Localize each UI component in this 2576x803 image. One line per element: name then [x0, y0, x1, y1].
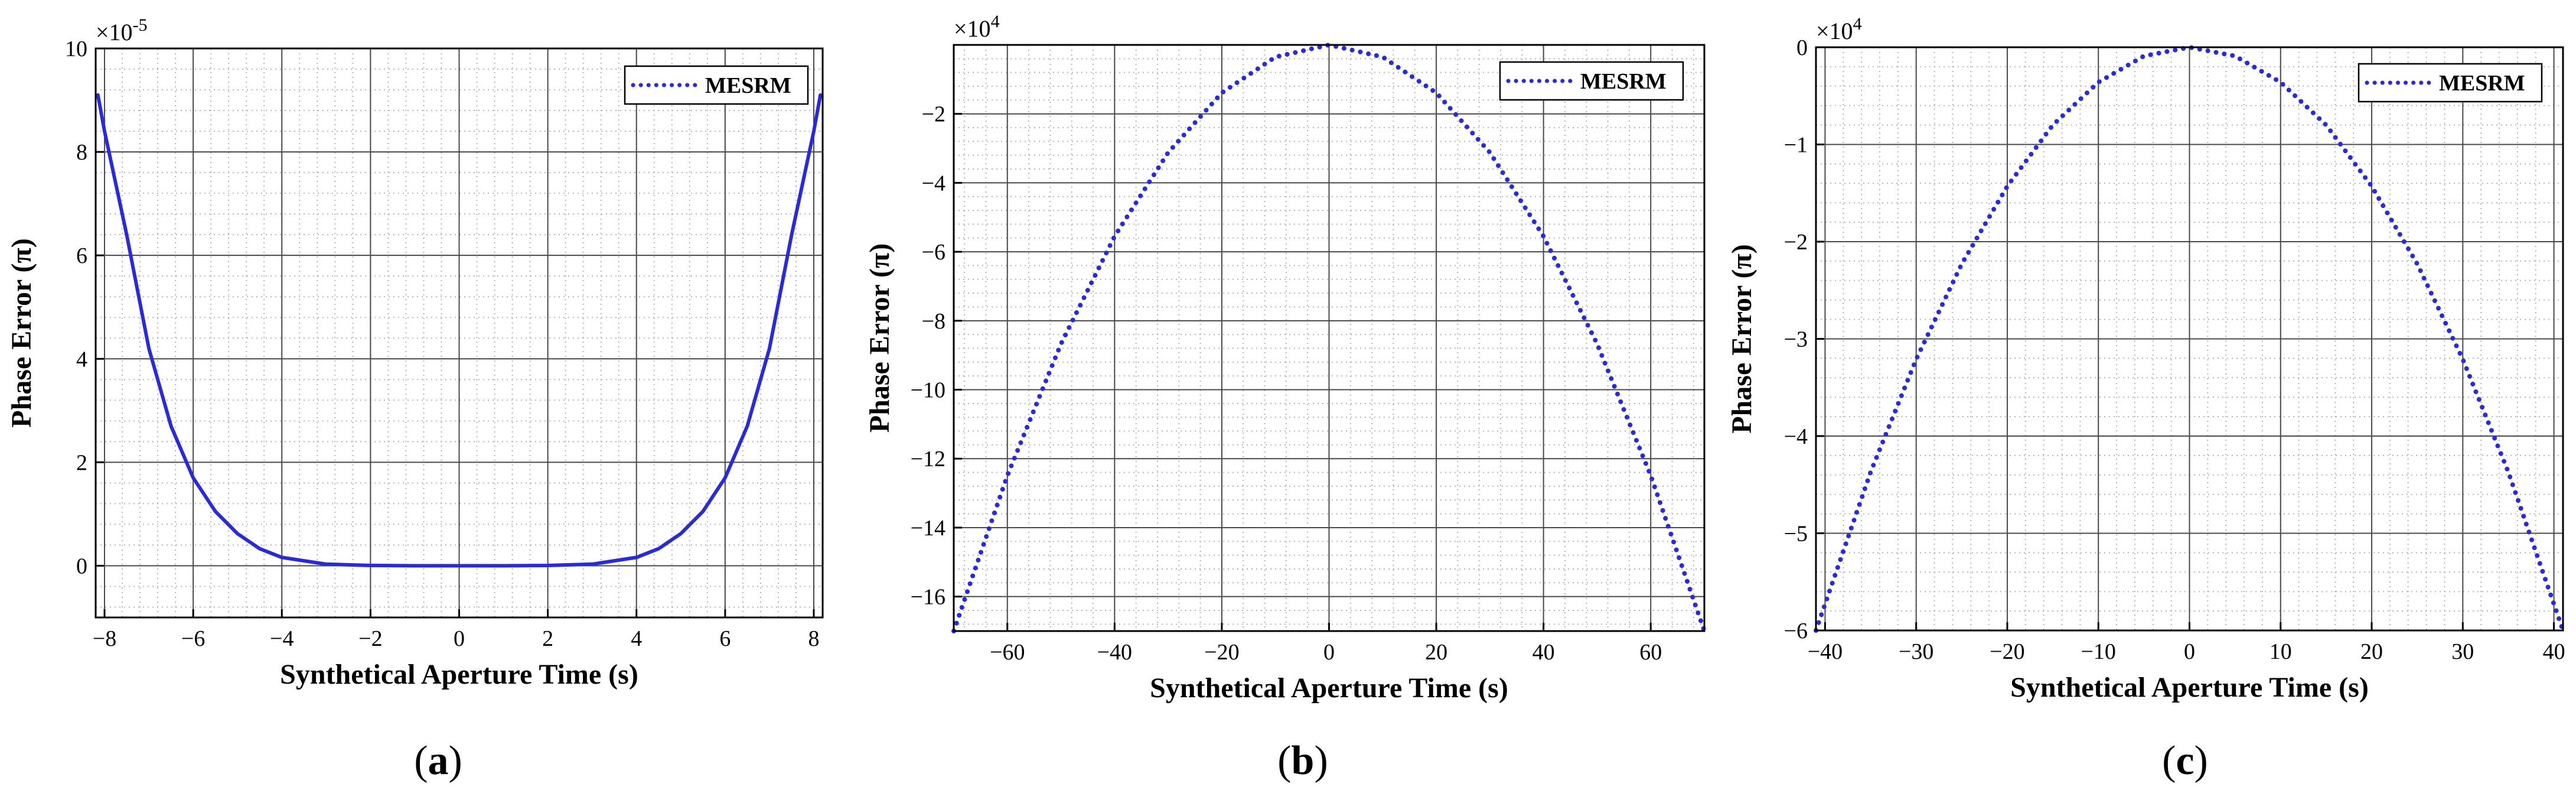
x-tick-label: 2	[542, 626, 553, 651]
x-tick-label: 4	[631, 626, 642, 651]
y-tick-label: −1	[1784, 133, 1808, 158]
grid	[96, 48, 823, 617]
y-tick-label: −8	[922, 309, 945, 334]
x-tick-label: −6	[181, 626, 205, 651]
x-tick-label: 0	[2184, 639, 2195, 664]
x-tick-label: −40	[1097, 640, 1132, 665]
x-tick-label: 8	[808, 626, 819, 651]
y-multiplier: ×10-5	[96, 15, 148, 45]
y-tick-label: −16	[911, 585, 945, 610]
y-axis-label: Phase Error (π)	[864, 243, 895, 433]
y-multiplier: ×104	[1816, 14, 1862, 44]
y-tick-label: −6	[922, 240, 945, 265]
y-tick-label: 8	[76, 140, 87, 165]
panel-caption: (b)	[1277, 738, 1328, 784]
y-multiplier: ×104	[954, 12, 1000, 42]
y-tick-label: 6	[76, 243, 87, 268]
panel-caption: (c)	[2162, 738, 2208, 784]
x-tick-label: −8	[93, 626, 116, 651]
x-axis-label: Synthetical Aperture Time (s)	[2010, 672, 2369, 703]
x-tick-label: −4	[270, 626, 294, 651]
legend-label: MESRM	[2439, 71, 2525, 96]
y-tick-label: −6	[1784, 619, 1808, 643]
legend-label: MESRM	[1580, 69, 1667, 94]
x-tick-label: 20	[1425, 640, 1447, 665]
series-line-mesrm	[96, 93, 823, 568]
x-tick-label: 0	[1323, 640, 1335, 665]
x-tick-label: 40	[1532, 640, 1555, 665]
x-tick-label: −20	[1990, 639, 2024, 664]
x-tick-label: −40	[1808, 639, 1843, 664]
chart-c: −40 −30 −20 −10 0 10 20 30 40−6−5−4−3−2−10×104Sy…	[1726, 14, 2565, 784]
x-tick-label: 40	[2543, 639, 2565, 664]
chart-b: −60 −40 −20 0 20 40 60 −16 −14 −12 −10 −8 −6 −4 −2 ×104…	[864, 12, 1707, 784]
x-axis-label: Synthetical Aperture Time (s)	[280, 659, 638, 690]
x-tick-label: 0	[454, 626, 465, 651]
y-tick-label: −12	[911, 447, 945, 472]
legend: MESRM	[2357, 63, 2543, 103]
y-tick-label: 0	[1796, 35, 1808, 60]
x-tick-label: −30	[1899, 639, 1933, 664]
y-tick-label: −14	[911, 516, 945, 541]
x-tick-label: 10	[2270, 639, 2292, 664]
y-axis-label: Phase Error (π)	[1726, 244, 1757, 433]
y-tick-label: −3	[1784, 327, 1808, 352]
grid	[954, 44, 1704, 631]
x-tick-label: −20	[1204, 640, 1239, 665]
x-tick-label: −60	[990, 640, 1025, 665]
y-tick-label: −2	[922, 102, 945, 127]
y-tick-label: −4	[1784, 424, 1808, 449]
y-tick-label: 2	[76, 450, 87, 475]
x-tick-label: 30	[2451, 639, 2474, 664]
y-tick-label: −10	[911, 378, 945, 403]
legend: MESRM	[624, 65, 809, 105]
y-tick-label: −4	[922, 171, 945, 196]
x-tick-label: −2	[358, 626, 382, 651]
panel-caption: (a)	[414, 738, 462, 784]
y-tick-label: 4	[76, 347, 87, 372]
legend-label: MESRM	[705, 73, 791, 98]
legend: MESRM	[1499, 61, 1684, 101]
x-axis-label: Synthetical Aperture Time (s)	[1150, 672, 1508, 704]
y-tick-label: 10	[65, 37, 87, 61]
y-tick-label: −2	[1784, 230, 1808, 255]
chart-a: −8 −6 −4 −2 0 2 4 6 8 0 2 4 6 8 10 ×10-5 Synthetical Ape…	[6, 15, 824, 784]
x-tick-label: 60	[1639, 640, 1662, 665]
y-tick-label: 0	[76, 554, 87, 578]
x-tick-label: −10	[2081, 639, 2116, 664]
y-tick-label: −5	[1784, 522, 1808, 547]
x-tick-label: 20	[2360, 639, 2383, 664]
y-axis-label: Phase Error (π)	[6, 238, 37, 427]
x-tick-label: 6	[719, 626, 731, 651]
